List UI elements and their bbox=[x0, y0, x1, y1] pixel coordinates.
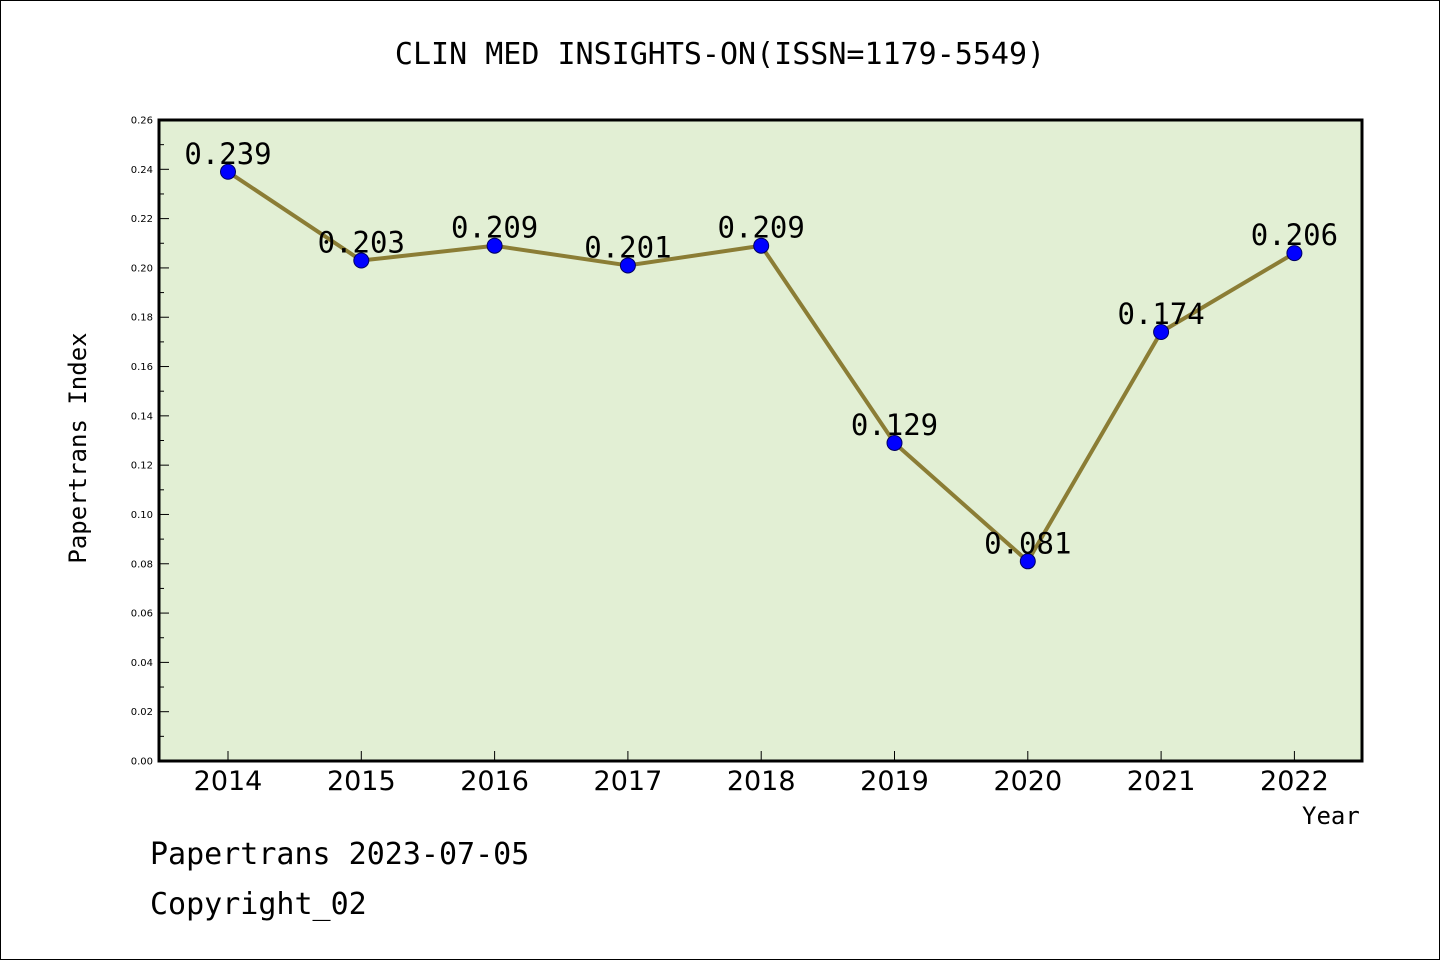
x-tick-label: 2018 bbox=[727, 766, 796, 797]
footer-copyright: Copyright_02 bbox=[150, 887, 367, 922]
data-point bbox=[1286, 245, 1303, 262]
data-label: 0.209 bbox=[451, 211, 538, 245]
x-tick-label: 2021 bbox=[1127, 766, 1196, 797]
y-tick-label: 0.20 bbox=[131, 263, 153, 274]
data-label: 0.174 bbox=[1117, 297, 1204, 331]
data-point bbox=[486, 237, 503, 254]
data-label: 0.129 bbox=[851, 408, 938, 442]
x-tick-label: 2019 bbox=[860, 766, 929, 797]
y-tick-label: 0.14 bbox=[131, 411, 153, 422]
y-tick-label: 0.18 bbox=[131, 313, 153, 324]
y-tick-label: 0.02 bbox=[131, 707, 153, 718]
data-point bbox=[353, 252, 370, 269]
plot-area bbox=[157, 118, 1364, 763]
data-point bbox=[1019, 553, 1036, 570]
data-point bbox=[619, 257, 636, 274]
chart-title: CLIN MED INSIGHTS-ON(ISSN=1179-5549) bbox=[394, 37, 1046, 72]
y-tick-label: 0.04 bbox=[131, 658, 153, 669]
x-tick-label: 2014 bbox=[194, 766, 263, 797]
data-point bbox=[1153, 324, 1170, 341]
y-axis-label: Papertrans Index bbox=[64, 332, 92, 564]
data-label: 0.209 bbox=[718, 211, 805, 245]
x-tick-label: 2015 bbox=[327, 766, 396, 797]
y-tick-label: 0.16 bbox=[131, 362, 153, 373]
y-tick-label: 0.00 bbox=[131, 757, 153, 768]
data-label: 0.081 bbox=[984, 526, 1071, 560]
x-tick-label: 2020 bbox=[993, 766, 1062, 797]
y-tick-label: 0.24 bbox=[131, 165, 153, 176]
y-tick-label: 0.10 bbox=[131, 510, 153, 521]
y-tick-label: 0.22 bbox=[131, 214, 153, 225]
data-label: 0.203 bbox=[318, 226, 405, 260]
data-point bbox=[753, 237, 770, 254]
data-point bbox=[220, 163, 236, 180]
data-label: 0.239 bbox=[184, 137, 271, 171]
x-axis-label: Year bbox=[1302, 802, 1360, 830]
footer-date: Papertrans 2023-07-05 bbox=[150, 837, 530, 872]
y-tick-label: 0.12 bbox=[131, 461, 153, 472]
x-tick-label: 2022 bbox=[1260, 766, 1329, 797]
x-tick-label: 2016 bbox=[460, 766, 529, 797]
x-tick-label: 2017 bbox=[594, 766, 663, 797]
data-label: 0.206 bbox=[1251, 218, 1338, 252]
data-label: 0.201 bbox=[584, 230, 671, 264]
y-tick-label: 0.06 bbox=[131, 609, 153, 620]
data-point bbox=[886, 434, 903, 451]
y-tick-label: 0.08 bbox=[131, 559, 153, 570]
y-tick-label: 0.26 bbox=[131, 116, 153, 127]
